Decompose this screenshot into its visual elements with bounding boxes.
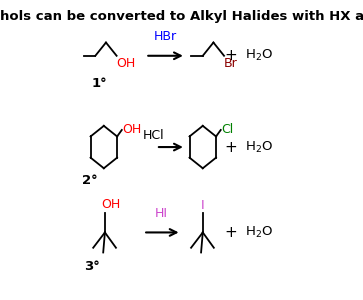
Text: Br: Br: [224, 57, 238, 70]
Text: 3°: 3°: [84, 260, 100, 273]
Text: +: +: [224, 225, 237, 240]
Text: 1°: 1°: [92, 77, 107, 90]
Text: Cl: Cl: [221, 124, 233, 136]
Text: +: +: [224, 48, 237, 63]
Text: H$_2$O: H$_2$O: [245, 48, 273, 63]
Text: I: I: [201, 199, 205, 212]
Text: H$_2$O: H$_2$O: [245, 225, 273, 240]
Text: H$_2$O: H$_2$O: [245, 140, 273, 154]
Text: OH: OH: [102, 198, 121, 211]
Text: 2°: 2°: [82, 174, 98, 188]
Text: OH: OH: [117, 57, 136, 70]
Text: HI: HI: [155, 207, 168, 220]
Text: Alcohols can be converted to Alkyl Halides with HX acids: Alcohols can be converted to Alkyl Halid…: [0, 10, 363, 23]
Text: HCl: HCl: [143, 129, 165, 142]
Text: +: +: [224, 140, 237, 154]
Text: HBr: HBr: [154, 30, 177, 43]
Text: OH: OH: [122, 124, 142, 136]
